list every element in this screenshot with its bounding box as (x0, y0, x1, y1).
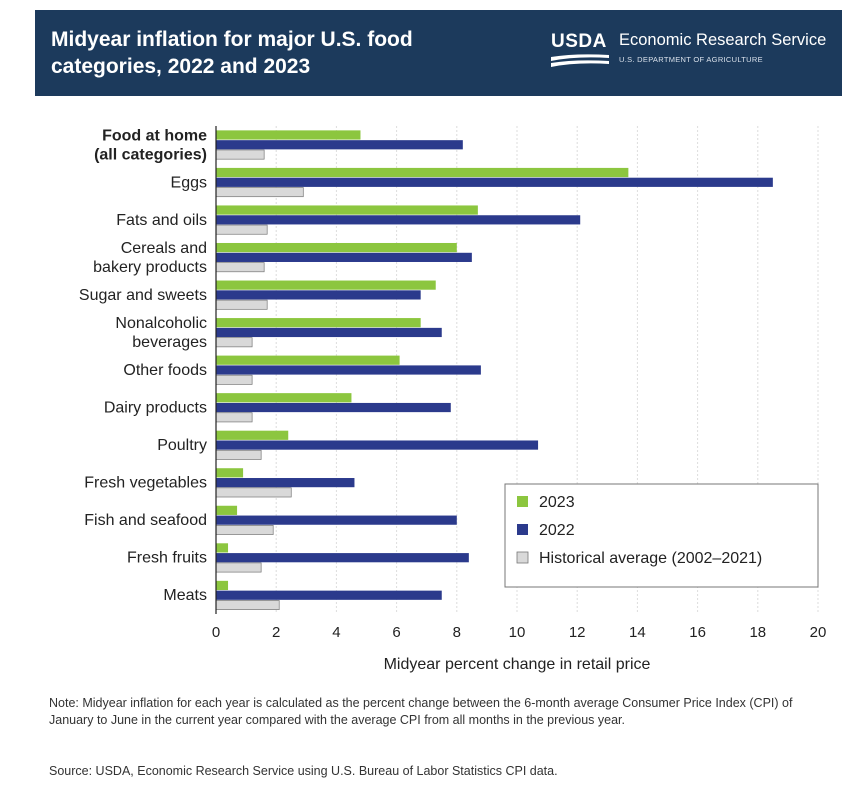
category-label: Meats (163, 587, 207, 604)
bar (216, 440, 539, 450)
chart-title-line2: categories, 2022 and 2023 (51, 55, 311, 78)
category-label: Other foods (123, 362, 207, 379)
x-tick-label: 16 (689, 624, 706, 641)
bar (215, 149, 265, 160)
category-label: Nonalcoholic (115, 315, 207, 332)
x-axis-title: Midyear percent change in retail price (384, 656, 651, 673)
bar (216, 590, 442, 600)
bar-chart: Food at home (all categories) Eggs Fats and… (79, 126, 827, 673)
category-label: Eggs (171, 174, 207, 191)
x-tick-label: 8 (453, 624, 461, 641)
bar (216, 290, 421, 300)
bar (216, 505, 238, 515)
usda-logo-swoosh-icon (551, 54, 609, 67)
category-label: Fresh vegetables (84, 475, 207, 492)
bar (216, 393, 352, 403)
x-tick-label: 6 (392, 624, 400, 641)
category-label: (all categories) (94, 146, 207, 163)
bar (216, 468, 244, 478)
legend-label: 2023 (539, 494, 575, 511)
category-label: beverages (132, 334, 207, 351)
chart-source: Source: USDA, Economic Research Service … (49, 764, 558, 778)
legend-swatch (517, 496, 528, 507)
bar (216, 580, 229, 591)
legend-label: 2022 (539, 522, 575, 539)
bar (215, 337, 253, 348)
x-tick-label: 20 (810, 624, 827, 641)
legend-box (504, 483, 819, 588)
bar (216, 318, 421, 328)
figure-frame: Midyear inflation for major U.S. food ca… (35, 10, 842, 780)
bar (216, 205, 478, 215)
department-name: U.S. DEPARTMENT OF AGRICULTURE (619, 55, 763, 64)
x-tick-label: 18 (749, 624, 766, 641)
bar (215, 487, 292, 498)
bar (216, 543, 229, 553)
bar (216, 242, 457, 253)
bar (216, 365, 481, 375)
category-label: Sugar and sweets (79, 287, 207, 304)
category-label: Cereals and (121, 240, 207, 257)
bar (216, 515, 457, 525)
bar (215, 262, 265, 273)
bar (216, 252, 472, 262)
bar (215, 525, 274, 535)
bar (215, 224, 268, 235)
bar (215, 562, 262, 573)
x-tick-label: 14 (629, 624, 646, 641)
bar (216, 140, 463, 150)
bar (216, 478, 355, 488)
usda-logo-text: USDA (551, 31, 607, 52)
category-label: Poultry (157, 437, 207, 454)
x-tick-label: 10 (509, 624, 526, 641)
legend-swatch (517, 524, 528, 535)
category-label: bakery products (93, 259, 207, 276)
chart-title: Midyear inflation for major U.S. food ca… (51, 26, 481, 80)
category-label: Fresh fruits (127, 550, 207, 567)
bar (216, 130, 361, 140)
category-label: Dairy products (104, 400, 207, 417)
bar (216, 430, 289, 440)
bar (216, 327, 442, 338)
x-tick-label: 0 (212, 624, 220, 641)
bar (216, 402, 451, 413)
header-banner: Midyear inflation for major U.S. food ca… (35, 10, 842, 96)
usda-logo: USDA (551, 31, 611, 71)
legend-label: Historical average (2002–2021) (539, 550, 762, 567)
bar (216, 167, 629, 178)
chart-note: Note: Midyear inflation for each year is… (49, 696, 793, 727)
agency-name: Economic Research Service (619, 31, 827, 49)
bar (216, 177, 773, 187)
bar (216, 355, 400, 365)
bar (216, 215, 581, 225)
category-label: Food at home (102, 127, 207, 144)
bar (215, 412, 253, 423)
x-tick-label: 4 (332, 624, 340, 641)
legend-swatch (516, 551, 529, 564)
bar (215, 449, 262, 460)
category-label: Fats and oils (116, 212, 207, 229)
bar (215, 374, 253, 385)
bar (216, 553, 469, 563)
bar (216, 280, 436, 290)
x-tick-label: 12 (569, 624, 586, 641)
chart-title-line1: Midyear inflation for major U.S. food (51, 28, 413, 51)
bar (215, 299, 268, 310)
x-tick-label: 2 (272, 624, 280, 641)
bar (215, 187, 304, 198)
bar (215, 600, 280, 610)
category-label: Fish and seafood (84, 512, 207, 529)
